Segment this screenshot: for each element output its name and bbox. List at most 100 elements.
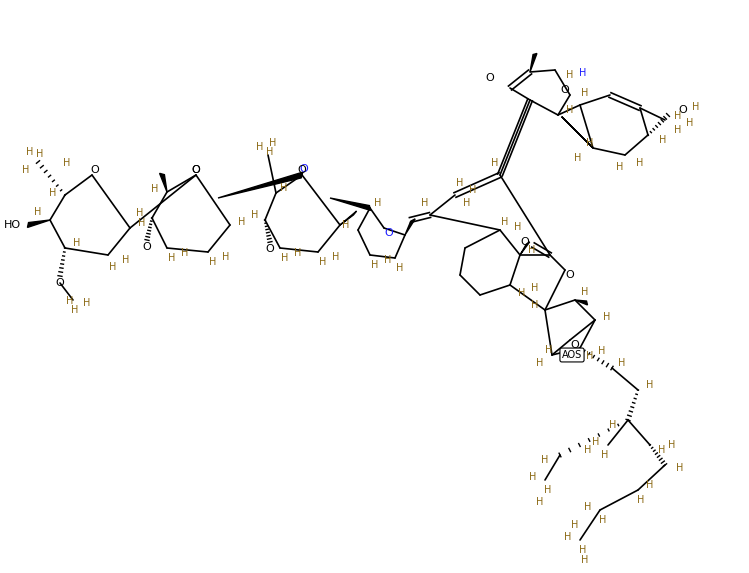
Text: H: H (67, 296, 73, 306)
Text: H: H (686, 118, 694, 128)
Text: H: H (342, 220, 350, 230)
Text: H: H (581, 88, 589, 98)
Text: H: H (139, 218, 146, 228)
Text: H: H (109, 262, 117, 272)
Polygon shape (530, 53, 537, 72)
Text: H: H (566, 70, 574, 80)
Text: H: H (592, 437, 600, 447)
Text: H: H (658, 445, 666, 455)
Text: H: H (579, 545, 586, 555)
Text: H: H (536, 497, 544, 507)
Text: H: H (676, 463, 684, 473)
Text: H: H (579, 68, 586, 78)
Text: H: H (181, 248, 189, 258)
Text: H: H (601, 450, 609, 460)
Text: H: H (610, 420, 616, 430)
Text: H: H (470, 185, 476, 195)
Polygon shape (218, 172, 303, 198)
Text: O: O (485, 73, 494, 83)
Text: O: O (571, 340, 580, 350)
Text: H: H (528, 245, 536, 255)
Polygon shape (562, 116, 593, 148)
Text: H: H (83, 298, 91, 308)
Text: H: H (34, 207, 42, 217)
Text: H: H (515, 222, 522, 232)
Text: H: H (22, 165, 30, 175)
Text: H: H (584, 502, 592, 512)
Text: H: H (256, 142, 264, 152)
Text: H: H (222, 252, 230, 262)
Polygon shape (405, 219, 415, 235)
Polygon shape (575, 300, 587, 305)
Text: H: H (64, 158, 70, 168)
Text: H: H (598, 346, 606, 356)
Text: H: H (151, 184, 159, 194)
Text: H: H (421, 198, 428, 208)
Text: H: H (518, 288, 526, 298)
Text: H: H (267, 147, 273, 157)
Text: O: O (300, 164, 309, 174)
Text: H: H (71, 305, 79, 315)
Text: O: O (142, 242, 151, 252)
Text: H: H (619, 358, 625, 368)
Text: O: O (385, 228, 393, 238)
Text: AOS: AOS (562, 350, 582, 360)
Text: H: H (545, 485, 552, 495)
Text: H: H (270, 138, 276, 148)
Text: H: H (36, 149, 43, 159)
Text: H: H (566, 105, 574, 115)
Text: H: H (674, 125, 682, 135)
Text: O: O (521, 237, 530, 247)
Text: H: H (49, 188, 57, 198)
Text: H: H (491, 158, 499, 168)
Text: H: H (637, 158, 643, 168)
Text: O: O (55, 278, 64, 288)
Text: H: H (396, 263, 404, 273)
Text: O: O (192, 165, 201, 175)
Text: H: H (122, 255, 130, 265)
Text: H: H (674, 111, 682, 121)
Text: H: H (282, 253, 288, 263)
Text: H: H (581, 287, 589, 297)
Text: H: H (616, 162, 624, 172)
Text: H: H (238, 217, 246, 227)
Text: H: H (668, 440, 676, 450)
Text: H: H (646, 380, 654, 390)
Text: H: H (581, 555, 589, 565)
Text: HO: HO (4, 220, 20, 230)
Text: H: H (659, 135, 667, 145)
Text: H: H (564, 532, 571, 542)
Text: H: H (294, 248, 302, 258)
Text: H: H (586, 351, 594, 361)
Text: H: H (501, 217, 509, 227)
Text: O: O (679, 105, 688, 115)
Text: O: O (266, 244, 274, 254)
Text: H: H (136, 208, 144, 218)
Text: H: H (584, 445, 592, 455)
Polygon shape (520, 242, 530, 255)
Text: H: H (536, 358, 544, 368)
Text: H: H (169, 253, 176, 263)
Polygon shape (340, 211, 357, 225)
Text: H: H (586, 138, 594, 148)
Text: H: H (319, 257, 327, 267)
Text: O: O (192, 165, 201, 175)
Text: H: H (280, 183, 288, 193)
Text: H: H (456, 178, 464, 188)
Text: H: H (26, 147, 34, 157)
Polygon shape (160, 173, 167, 192)
Text: H: H (372, 260, 379, 270)
Polygon shape (330, 198, 371, 210)
Text: H: H (530, 472, 537, 482)
Text: H: H (646, 480, 654, 490)
Text: H: H (571, 520, 579, 530)
Text: O: O (297, 165, 306, 175)
Text: H: H (464, 198, 470, 208)
Text: H: H (599, 515, 607, 525)
Text: O: O (91, 165, 100, 175)
Text: H: H (637, 495, 645, 505)
Text: O: O (565, 270, 574, 280)
Text: H: H (542, 455, 549, 465)
Text: H: H (603, 312, 610, 322)
Text: H: H (209, 257, 216, 267)
